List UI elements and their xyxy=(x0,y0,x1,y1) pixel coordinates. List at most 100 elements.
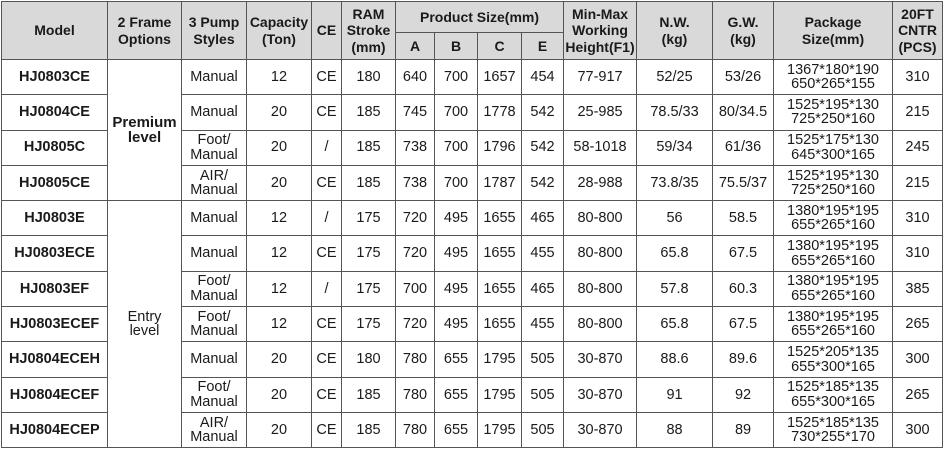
cell-line: Foot/ xyxy=(197,273,231,290)
table-cell: 185 xyxy=(341,164,396,202)
frame-option: Entry level xyxy=(107,200,182,449)
cell-line: Premium xyxy=(112,114,177,132)
column-header: 20FT CNTR (PCS) xyxy=(892,1,943,60)
table-cell: 67.5 xyxy=(712,306,775,343)
table-cell: 640 xyxy=(395,58,435,96)
cell-line: G.W. xyxy=(727,14,759,31)
table-row: HJ0804ECEF Foot/Manual 20 CE 185 780 655 1795 50… xyxy=(1,376,943,413)
cell-line: 655*265*160 xyxy=(791,252,875,269)
table-cell: CE xyxy=(311,341,342,378)
model-cell: HJ0804ECEP xyxy=(1,411,108,449)
table-cell: 1655 xyxy=(477,235,522,272)
table-cell: 185 xyxy=(341,376,396,413)
cell-line: Foot/ xyxy=(197,308,231,325)
table-cell: 20 xyxy=(246,164,312,202)
cell-line: 730*255*170 xyxy=(791,429,875,446)
table-cell: CE xyxy=(311,164,342,202)
table-cell: 455 xyxy=(520,235,565,272)
cell-line: level xyxy=(127,129,162,147)
table-cell: 385 xyxy=(892,270,943,308)
cell-line: 2 Frame xyxy=(117,14,172,31)
cell-line: CNTR xyxy=(898,22,937,39)
cell-line: 655*300*165 xyxy=(791,393,875,410)
table-cell: 1380*195*195 655*265*160 xyxy=(773,306,894,343)
table-cell: Manual xyxy=(181,200,247,237)
table-cell: 80-800 xyxy=(563,200,638,237)
table-cell: 1380*195*195 655*265*160 xyxy=(773,235,894,272)
table-cell: 185 xyxy=(341,411,396,449)
table-cell: 20 xyxy=(246,129,312,166)
table-cell: 300 xyxy=(892,341,943,378)
cell-line: (mm) xyxy=(351,38,386,55)
table-cell: 56 xyxy=(636,200,714,237)
model-cell: HJ0803ECEF xyxy=(1,306,108,343)
cell-line: 20FT xyxy=(901,6,934,23)
table-cell: 12 xyxy=(246,58,312,96)
table-cell: 310 xyxy=(892,235,943,272)
column-header: Model xyxy=(1,1,108,60)
table-cell: 700 xyxy=(434,164,478,202)
table-cell: / xyxy=(311,129,342,166)
table-cell: 738 xyxy=(395,129,435,166)
table-cell: 505 xyxy=(520,411,565,449)
cell-line: Manual xyxy=(190,351,238,368)
table-cell: Manual xyxy=(181,94,247,131)
table-cell: 12 xyxy=(246,270,312,308)
table-cell: 53/26 xyxy=(712,58,775,96)
table-cell: 80-800 xyxy=(563,235,638,272)
table-row: HJ0805CE AIR/Manual 20 CE 185 738 700 1787 542 28… xyxy=(1,164,943,202)
cell-line: 3 Pump xyxy=(188,14,240,31)
table-cell: 180 xyxy=(341,58,396,96)
table-cell: 1380*195*195 655*265*160 xyxy=(773,200,894,237)
sub-header: C xyxy=(477,32,522,60)
table-cell: 505 xyxy=(520,341,565,378)
table-cell: Foot/Manual xyxy=(181,129,247,166)
table-cell: 89 xyxy=(712,411,775,449)
table-cell: 310 xyxy=(892,58,943,96)
header-row: Model 2 Frame Options 3 Pump Styles Capacity(… xyxy=(1,1,943,60)
table-cell: Foot/Manual xyxy=(181,376,247,413)
frame-option: Premium level xyxy=(107,58,182,202)
cell-line: Model xyxy=(34,22,75,39)
model-cell: HJ0804ECEF xyxy=(1,376,108,413)
cell-line: 1380*195*195 xyxy=(787,202,879,219)
cell-line: 1380*195*195 xyxy=(787,308,879,325)
table-cell: 495 xyxy=(434,235,478,272)
table-cell: 1778 xyxy=(477,94,522,131)
table-cell: 1796 xyxy=(477,129,522,166)
table-cell: 67.5 xyxy=(712,235,775,272)
sub-header: E xyxy=(520,32,565,60)
table-cell: 28-988 xyxy=(563,164,638,202)
table-cell: 265 xyxy=(892,376,943,413)
table-cell: 720 xyxy=(395,306,435,343)
table-cell: 65.8 xyxy=(636,235,714,272)
table-cell: 80-800 xyxy=(563,306,638,343)
table-cell: 20 xyxy=(246,341,312,378)
cell-line: Options xyxy=(118,30,171,47)
sub-header: A xyxy=(395,32,435,60)
table-row: HJ0803CE Premium level Manual 12 CE 180 640 700 1… xyxy=(1,58,943,202)
table-cell: 455 xyxy=(520,306,565,343)
model-cell: HJ0803EF xyxy=(1,270,108,308)
cell-line: Manual xyxy=(190,323,238,340)
table-cell: 57.8 xyxy=(636,270,714,308)
table-cell: 77-917 xyxy=(563,58,638,96)
table-cell: 88 xyxy=(636,411,714,449)
column-header: Product Size(mm) xyxy=(394,1,565,33)
table-row: HJ0803ECEF Foot/Manual 12 CE 175 720 495 1655 45… xyxy=(1,306,943,343)
table-cell: 1525*175*130 645*300*165 xyxy=(773,129,894,166)
table-cell: 505 xyxy=(520,376,565,413)
table-cell: 58-1018 xyxy=(563,129,638,166)
cell-line: Package xyxy=(804,14,862,31)
cell-line: 1367*180*190 xyxy=(787,61,879,78)
cell-line: AIR/ xyxy=(199,414,229,431)
cell-line: 1525*185*135 xyxy=(787,414,879,431)
cell-line: 725*250*160 xyxy=(791,111,875,128)
cell-line: (kg) xyxy=(730,30,756,47)
cell-line: 655*265*160 xyxy=(791,287,875,304)
table-cell: 720 xyxy=(395,200,435,237)
cell-line: AIR/ xyxy=(199,167,229,184)
table-cell: 700 xyxy=(434,58,478,96)
sub-header: B xyxy=(434,32,478,60)
table-cell: 30-870 xyxy=(563,341,638,378)
